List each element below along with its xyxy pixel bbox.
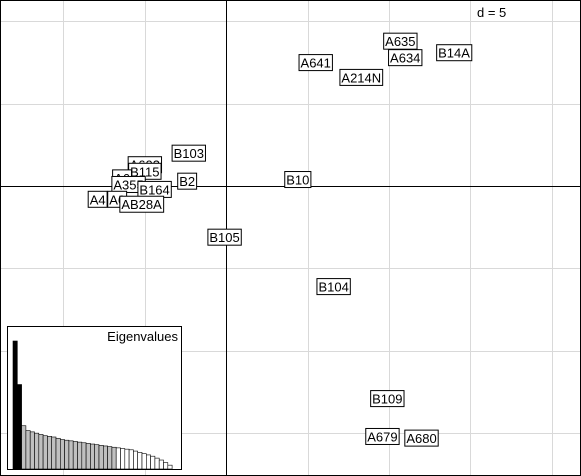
eigenvalue-bar xyxy=(52,437,56,469)
eigenvalue-bar xyxy=(138,452,142,469)
eigenvalue-bar xyxy=(99,445,103,469)
eigenvalue-bar xyxy=(86,443,90,469)
eigenvalue-bar xyxy=(69,441,73,469)
eigenvalue-bar xyxy=(30,432,34,469)
point-label: A4 xyxy=(88,191,107,207)
eigenvalue-bar xyxy=(60,440,64,469)
eigenvalues-inset: Eigenvalues xyxy=(8,327,182,470)
point-label-text: A679 xyxy=(367,429,397,444)
eigenvalue-bar xyxy=(73,441,77,469)
point-label: A635 xyxy=(384,33,417,49)
point-label: B164 xyxy=(138,181,171,197)
point-label-text: B10 xyxy=(286,173,309,188)
eigenvalue-bar xyxy=(43,436,47,469)
eigenvalue-bar xyxy=(129,450,133,469)
point-label-text: B14A xyxy=(438,46,470,61)
point-label: A680 xyxy=(405,430,438,446)
point-label: A641 xyxy=(299,55,332,71)
point-label: A634 xyxy=(389,50,422,66)
eigenvalue-bar xyxy=(35,433,39,469)
point-label-text: B103 xyxy=(174,146,204,161)
point-label-text: A680 xyxy=(406,431,436,446)
point-label: B104 xyxy=(317,279,350,295)
eigenvalue-bar xyxy=(65,440,69,469)
point-label: B10 xyxy=(285,172,311,188)
eigenvalue-bar xyxy=(146,455,150,469)
point-label: A679 xyxy=(366,428,399,444)
eigenvalue-bar xyxy=(82,443,86,469)
eigenvalue-bar xyxy=(151,456,155,469)
eigenvalue-bar xyxy=(103,446,107,469)
point-label-text: A641 xyxy=(301,56,331,71)
eigenvalue-bar xyxy=(56,438,60,469)
eigenvalue-bar xyxy=(108,447,112,469)
point-label-text: B105 xyxy=(209,230,239,245)
eigenvalue-bar xyxy=(90,444,94,469)
point-label: B109 xyxy=(371,391,404,407)
point-label: B2 xyxy=(178,173,197,189)
eigenvalue-bar xyxy=(13,341,17,469)
point-label-text: B109 xyxy=(372,392,402,407)
point-label: B14A xyxy=(437,45,472,61)
point-label: B105 xyxy=(208,229,241,245)
eigenvalue-bar xyxy=(121,449,125,469)
point-label-text: A214N xyxy=(341,70,381,85)
eigenvalue-bar xyxy=(22,426,26,469)
eigenvalue-bar xyxy=(78,442,82,469)
point-label: B103 xyxy=(172,145,205,161)
eigenvalue-bar xyxy=(17,385,21,469)
eigenvalue-bar xyxy=(159,460,163,469)
eigenvalue-bar xyxy=(95,445,99,469)
point-label-text: AB28A xyxy=(121,197,162,212)
point-label-text: B2 xyxy=(179,174,195,189)
eigenvalue-bar xyxy=(133,451,137,469)
eigenvalue-bar xyxy=(168,465,172,469)
eigenvalue-bar xyxy=(112,447,116,469)
eigenvalue-bar xyxy=(26,431,30,469)
eigenvalue-bar xyxy=(116,448,120,469)
eigenvalue-bar xyxy=(125,449,129,469)
eigenvalue-bar xyxy=(155,458,159,469)
eigenvalue-bar xyxy=(142,454,146,469)
eigenvalues-title: Eigenvalues xyxy=(107,329,178,344)
eigenvalue-bar xyxy=(39,434,43,469)
eigenvalue-bar xyxy=(47,436,51,469)
scale-label: d = 5 xyxy=(477,5,506,20)
point-label-text: B104 xyxy=(318,280,348,295)
point-label-text: A635 xyxy=(385,34,415,49)
point-label-text: B164 xyxy=(139,182,169,197)
eigenvalue-bar xyxy=(164,463,168,469)
point-label-text: A634 xyxy=(390,51,420,66)
point-label: A214N xyxy=(340,69,383,85)
point-label: AB28A xyxy=(120,196,164,212)
point-label-text: A4 xyxy=(90,192,106,207)
